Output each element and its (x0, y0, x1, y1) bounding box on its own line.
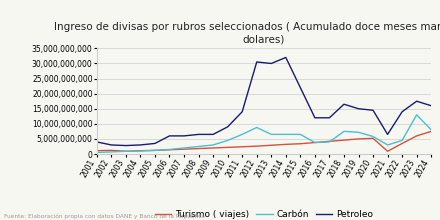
Carbón (327, 141, 332, 143)
Petroleo (298, 86, 303, 89)
Turismo ( viajes) (196, 147, 201, 150)
Petroleo (196, 133, 201, 136)
Carbón (370, 135, 376, 138)
Turismo ( viajes) (94, 149, 99, 152)
Carbón (210, 144, 216, 146)
Turismo ( viajes) (385, 150, 390, 153)
Petroleo (239, 110, 245, 113)
Legend: Turismo ( viajes), Carbón, Petroleo: Turismo ( viajes), Carbón, Petroleo (151, 206, 377, 220)
Line: Turismo ( viajes): Turismo ( viajes) (97, 131, 431, 151)
Turismo ( viajes) (269, 144, 274, 147)
Carbón (356, 131, 361, 134)
Turismo ( viajes) (283, 143, 289, 146)
Carbón (341, 130, 347, 133)
Petroleo (152, 142, 158, 145)
Petroleo (210, 133, 216, 136)
Carbón (181, 147, 187, 149)
Carbón (269, 133, 274, 136)
Carbón (414, 114, 419, 116)
Carbón (400, 139, 405, 142)
Turismo ( viajes) (210, 147, 216, 149)
Petroleo (370, 109, 376, 112)
Turismo ( viajes) (429, 130, 434, 133)
Turismo ( viajes) (181, 148, 187, 150)
Turismo ( viajes) (254, 145, 259, 147)
Carbón (254, 126, 259, 129)
Petroleo (269, 62, 274, 65)
Petroleo (254, 61, 259, 63)
Carbón (94, 151, 99, 154)
Turismo ( viajes) (400, 142, 405, 145)
Turismo ( viajes) (370, 137, 376, 140)
Carbón (196, 145, 201, 148)
Petroleo (167, 135, 172, 137)
Turismo ( viajes) (312, 141, 318, 144)
Turismo ( viajes) (414, 135, 419, 137)
Line: Petroleo: Petroleo (97, 57, 431, 146)
Turismo ( viajes) (298, 142, 303, 145)
Petroleo (327, 116, 332, 119)
Text: Fuente: Elaboración propia con datos DANE y Banco de la República: Fuente: Elaboración propia con datos DAN… (4, 213, 205, 219)
Turismo ( viajes) (225, 146, 230, 149)
Turismo ( viajes) (327, 140, 332, 143)
Turismo ( viajes) (341, 139, 347, 141)
Carbón (283, 133, 289, 136)
Petroleo (356, 107, 361, 110)
Turismo ( viajes) (167, 148, 172, 151)
Turismo ( viajes) (356, 138, 361, 140)
Petroleo (225, 126, 230, 128)
Turismo ( viajes) (109, 149, 114, 152)
Petroleo (123, 144, 128, 147)
Turismo ( viajes) (138, 149, 143, 152)
Carbón (152, 149, 158, 152)
Title: Ingreso de divisas por rubros seleccionados ( Acumulado doce meses marzo- US
dol: Ingreso de divisas por rubros selecciona… (54, 22, 440, 45)
Petroleo (283, 56, 289, 59)
Petroleo (414, 100, 419, 103)
Carbón (167, 148, 172, 151)
Petroleo (138, 144, 143, 146)
Petroleo (109, 144, 114, 146)
Carbón (138, 150, 143, 152)
Petroleo (400, 110, 405, 113)
Carbón (109, 150, 114, 153)
Petroleo (341, 103, 347, 106)
Carbón (225, 139, 230, 142)
Carbón (298, 133, 303, 136)
Petroleo (181, 135, 187, 137)
Petroleo (385, 133, 390, 136)
Carbón (429, 128, 434, 131)
Carbón (385, 144, 390, 146)
Petroleo (429, 104, 434, 107)
Line: Carbón: Carbón (97, 115, 431, 152)
Carbón (123, 150, 128, 153)
Turismo ( viajes) (123, 150, 128, 153)
Turismo ( viajes) (239, 145, 245, 148)
Carbón (312, 141, 318, 144)
Carbón (239, 133, 245, 136)
Petroleo (312, 116, 318, 119)
Turismo ( viajes) (152, 149, 158, 152)
Petroleo (94, 141, 99, 143)
